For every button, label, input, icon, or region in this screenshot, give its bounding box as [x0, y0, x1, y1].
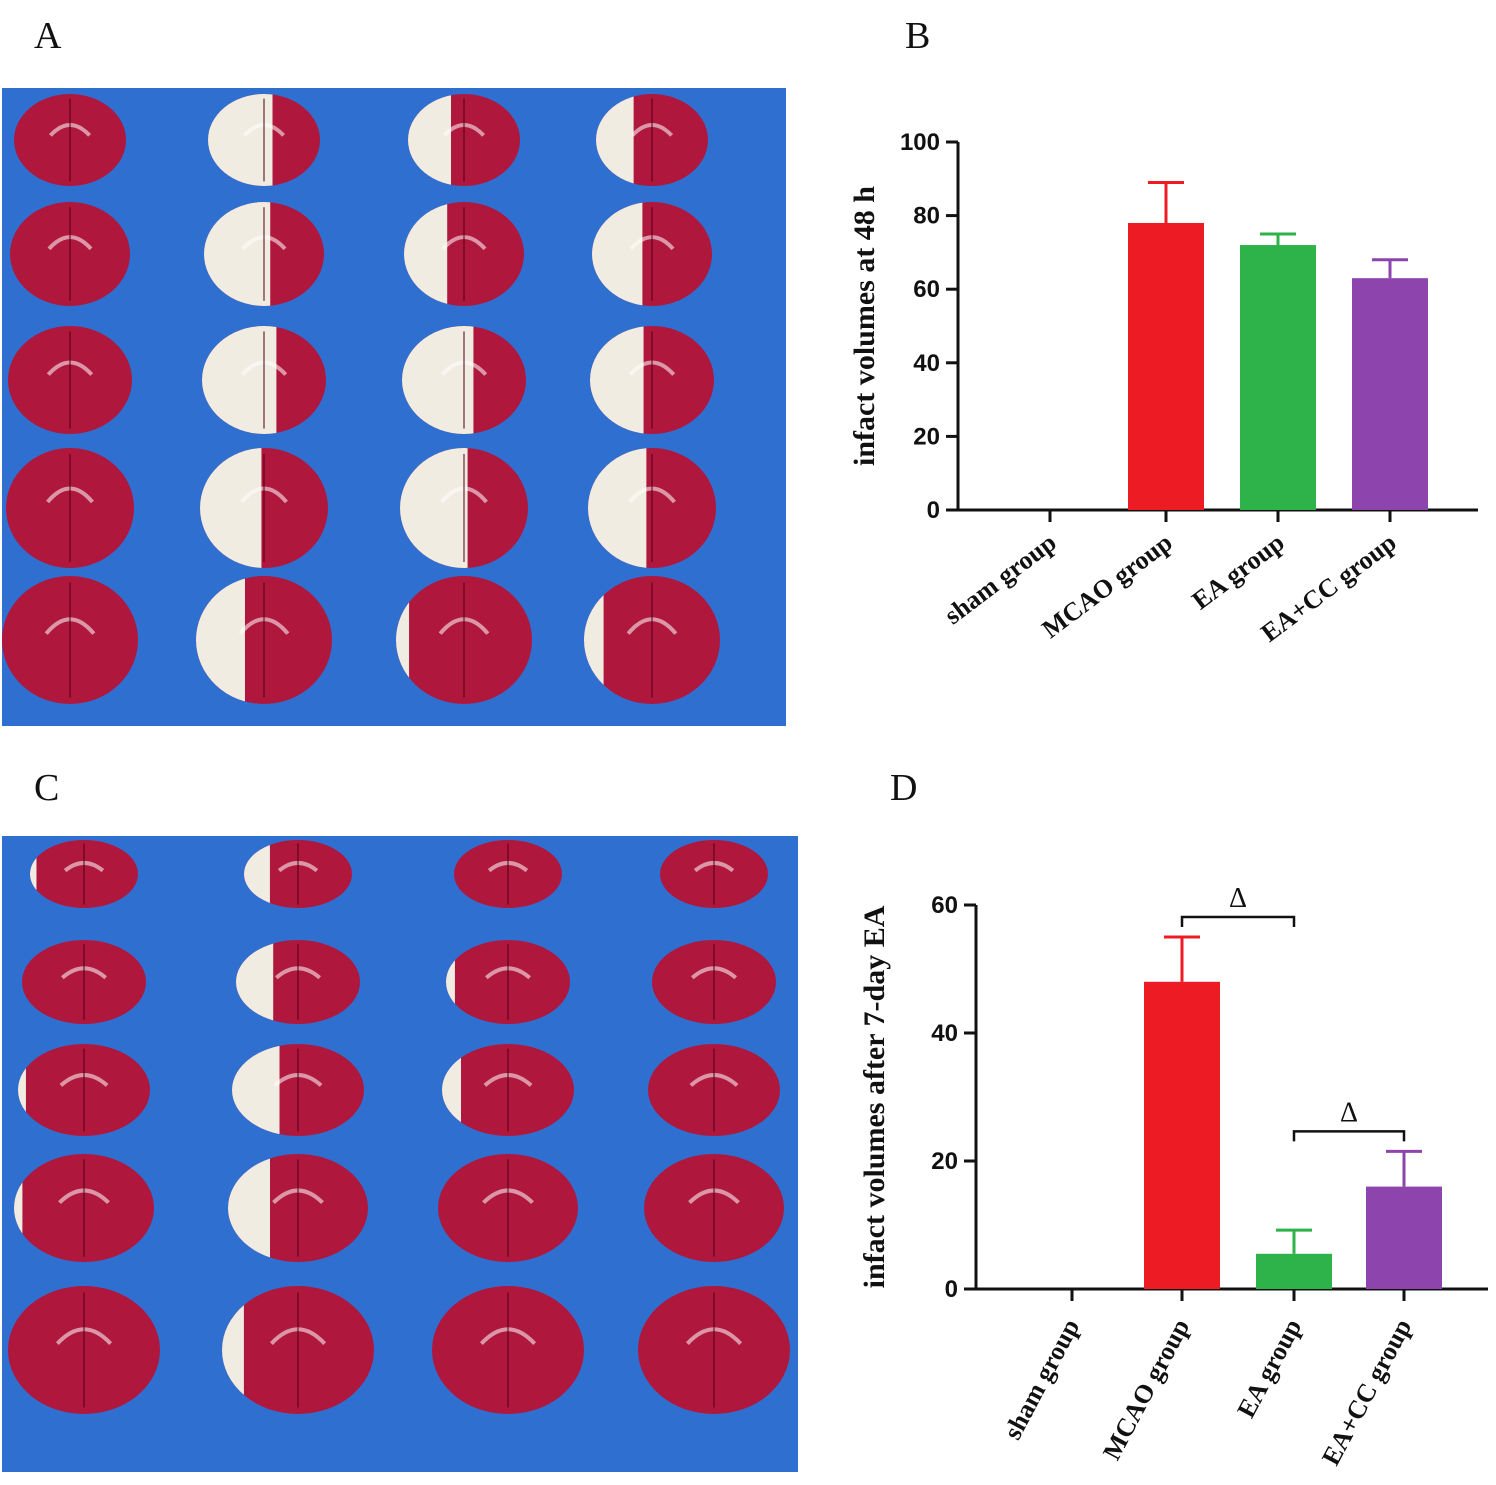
category-label: EA group — [1231, 1314, 1307, 1422]
y-tick-label: 80 — [913, 203, 940, 230]
slice-infarct — [14, 1154, 23, 1262]
slice-infarct — [18, 1044, 26, 1136]
brain-slice — [454, 840, 562, 908]
brain-slice — [22, 940, 146, 1024]
y-tick-label: 100 — [900, 129, 940, 156]
brain-slice — [236, 940, 360, 1024]
brain-slice — [228, 1154, 368, 1262]
brain-slice — [10, 202, 130, 306]
brain-slice — [200, 448, 328, 568]
brain-slice — [14, 1154, 154, 1262]
brain-slice — [2, 576, 138, 704]
brain-slice — [592, 202, 712, 306]
bar-1 — [1144, 981, 1220, 1289]
brain-slice — [222, 1286, 374, 1414]
y-tick-label: 60 — [913, 276, 940, 303]
bar-1 — [1128, 222, 1204, 510]
brain-slice — [400, 448, 528, 568]
bar-3 — [1366, 1186, 1442, 1289]
category-label: EA group — [1187, 528, 1290, 616]
brain-slice — [432, 1286, 584, 1414]
significance-label: Δ — [1340, 1097, 1358, 1128]
y-tick-label: 20 — [913, 423, 940, 450]
y-tick-label: 20 — [931, 1148, 958, 1175]
brain-slice — [8, 326, 132, 434]
brain-slice — [596, 94, 708, 186]
category-label: MCAO group — [1037, 528, 1178, 644]
y-tick-label: 40 — [931, 1020, 958, 1047]
bar-3 — [1352, 278, 1428, 510]
brain-slice — [408, 94, 520, 186]
slice-infarct — [446, 940, 455, 1024]
brain-slice — [196, 576, 332, 704]
bar-2 — [1256, 1253, 1332, 1289]
brain-slice — [8, 1286, 160, 1414]
significance-bracket — [1180, 915, 1296, 927]
brain-slice — [644, 1154, 784, 1262]
category-label: sham group — [998, 1314, 1085, 1444]
y-axis-title: infact volumes after 7-day EA — [858, 905, 891, 1288]
brain-slice — [18, 1044, 150, 1136]
brain-slice — [402, 326, 526, 434]
brain-slice — [590, 326, 714, 434]
brain-slice — [404, 202, 524, 306]
y-tick-label: 0 — [945, 1276, 958, 1303]
brain-slice — [6, 448, 134, 568]
brain-slice — [442, 1044, 574, 1136]
bar-2 — [1240, 245, 1316, 511]
y-tick-label: 60 — [931, 892, 958, 919]
category-label: EA+CC group — [1316, 1314, 1417, 1470]
brain-slice — [244, 840, 352, 908]
brain-slice — [208, 94, 320, 186]
brain-slice — [638, 1286, 790, 1414]
significance-bracket — [1292, 1130, 1406, 1142]
slice-infarct — [30, 840, 37, 908]
panel-label-a: A — [34, 15, 62, 57]
category-label: MCAO group — [1097, 1314, 1195, 1464]
brain-slices-photo-48h — [2, 88, 786, 726]
brain-slice — [232, 1044, 364, 1136]
brain-slice — [652, 940, 776, 1024]
brain-slice — [588, 448, 716, 568]
panel-label-b: B — [905, 15, 931, 57]
brain-slice — [14, 94, 126, 186]
significance-label: Δ — [1229, 883, 1247, 914]
brain-slice — [648, 1044, 780, 1136]
brain-slice — [438, 1154, 578, 1262]
brain-slice — [202, 326, 326, 434]
brain-slice — [396, 576, 532, 704]
brain-slices-photo-7day — [2, 836, 798, 1472]
brain-slice — [30, 840, 138, 908]
brain-slice — [584, 576, 720, 704]
brain-slice — [660, 840, 768, 908]
panel-label-c: C — [34, 767, 60, 809]
y-axis-title: infact volumes at 48 h — [848, 186, 881, 466]
y-tick-label: 40 — [913, 350, 940, 377]
y-tick-label: 0 — [927, 497, 940, 524]
panel-label-d: D — [890, 767, 918, 809]
brain-slice — [446, 940, 570, 1024]
brain-slice — [204, 202, 324, 306]
bar-chart-7day: 0 20 40 60 infact volumes after 7-day EA sham… — [858, 883, 1488, 1470]
